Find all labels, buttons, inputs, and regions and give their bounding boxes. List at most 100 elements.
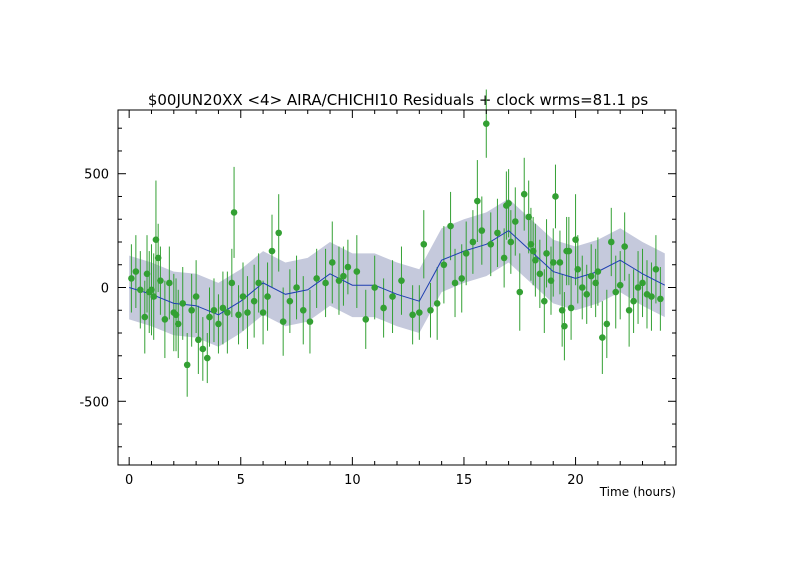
- data-point: [353, 268, 361, 275]
- x-axis-label: Time (hours): [599, 485, 676, 499]
- data-point: [224, 309, 231, 316]
- data-point: [143, 270, 151, 278]
- data-point: [543, 250, 550, 257]
- data-point: [657, 295, 664, 303]
- data-point: [416, 309, 423, 316]
- data-point: [639, 279, 646, 287]
- data-point: [166, 279, 173, 287]
- data-point: [389, 293, 396, 300]
- data-point: [161, 316, 169, 323]
- data-point: [380, 304, 387, 312]
- data-point: [648, 293, 655, 300]
- data-point: [427, 306, 434, 314]
- y-tick-label: 500: [84, 168, 109, 183]
- data-point: [268, 247, 276, 255]
- data-point: [547, 277, 555, 284]
- data-point: [141, 313, 149, 321]
- data-point: [541, 297, 548, 305]
- data-point: [556, 259, 564, 266]
- data-point: [239, 293, 247, 300]
- data-point: [192, 293, 200, 300]
- data-point: [215, 320, 222, 328]
- x-tick-label: 15: [456, 473, 473, 488]
- data-point: [587, 272, 595, 280]
- data-point: [279, 318, 287, 325]
- data-point: [494, 229, 501, 237]
- data-point: [228, 279, 236, 287]
- data-point: [592, 279, 599, 287]
- x-tick-label: 20: [567, 473, 584, 488]
- x-tick-label: 5: [237, 473, 245, 488]
- data-point: [179, 300, 187, 307]
- data-point: [230, 209, 238, 216]
- data-point: [174, 320, 182, 328]
- data-point: [578, 284, 586, 291]
- data-point: [583, 291, 591, 298]
- data-point: [603, 320, 611, 328]
- axis-ticks: [118, 110, 676, 465]
- data-point: [206, 313, 213, 321]
- data-point: [594, 268, 602, 275]
- data-point: [625, 306, 633, 314]
- data-point: [527, 240, 535, 248]
- data-point: [520, 190, 528, 198]
- data-point: [532, 256, 539, 264]
- x-tick-label: 0: [125, 473, 133, 488]
- data-point: [607, 238, 615, 246]
- data-point: [574, 265, 582, 273]
- data-point: [474, 197, 481, 205]
- data-point: [255, 279, 262, 287]
- data-point: [128, 275, 135, 282]
- data-point: [516, 288, 524, 296]
- data-point: [433, 300, 441, 307]
- data-point: [259, 309, 267, 316]
- data-point: [293, 284, 300, 291]
- data-point: [500, 254, 508, 262]
- data-point: [188, 306, 195, 314]
- data-point: [362, 316, 370, 323]
- data-point: [558, 306, 566, 314]
- data-point: [286, 297, 294, 305]
- data-point: [250, 297, 258, 305]
- y-tick-label: -500: [79, 395, 109, 410]
- data-point: [616, 281, 624, 289]
- data-point: [529, 247, 537, 255]
- data-point: [599, 334, 606, 341]
- chart-title: $00JUN20XX <4> AIRA/CHICHI10 Residuals +…: [148, 91, 649, 109]
- data-point: [275, 229, 283, 237]
- data-point: [148, 286, 155, 294]
- data-point: [462, 250, 470, 257]
- data-point: [525, 213, 532, 221]
- tick-labels: 0 5 10 15 20 -500 0 500: [79, 168, 583, 488]
- data-point: [219, 304, 227, 312]
- data-point: [150, 293, 158, 300]
- data-point: [478, 227, 486, 234]
- data-point: [203, 354, 211, 362]
- data-point: [469, 238, 477, 246]
- data-point: [447, 222, 454, 230]
- data-point: [565, 247, 573, 255]
- data-point: [511, 218, 519, 225]
- clock-series-line: [129, 229, 666, 316]
- data-point: [409, 311, 416, 319]
- data-point: [344, 263, 352, 271]
- data-point: [210, 306, 218, 314]
- data-point: [183, 361, 191, 369]
- y-tick-label: 0: [101, 282, 109, 297]
- data-point: [306, 318, 314, 325]
- data-point: [172, 311, 180, 319]
- data-point: [235, 311, 242, 319]
- data-point: [152, 236, 160, 244]
- error-bars: [130, 89, 661, 397]
- data-point: [157, 277, 164, 284]
- data-point: [505, 200, 512, 207]
- data-point: [612, 288, 620, 296]
- data-point: [552, 193, 559, 200]
- data-point: [340, 272, 347, 280]
- data-point: [458, 275, 466, 282]
- data-point: [572, 236, 579, 244]
- residual-points: [128, 120, 664, 369]
- data-point: [487, 240, 495, 248]
- data-point: [154, 254, 162, 262]
